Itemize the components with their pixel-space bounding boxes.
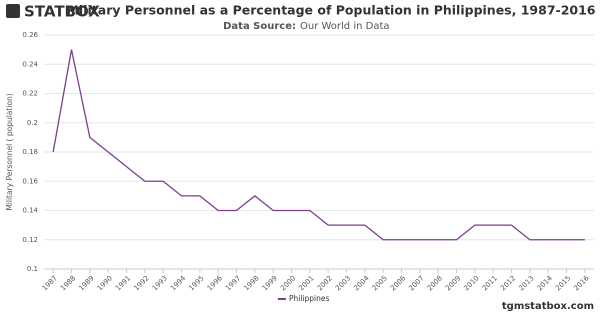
footer: tgmstatbox.com (502, 301, 594, 312)
x-tick-label: 2011 (481, 274, 499, 292)
x-tick-label: 2005 (371, 274, 389, 292)
x-tick-label: 1987 (41, 274, 59, 292)
y-tick-label: 0.1 (27, 265, 38, 273)
legend-label: Philippines (289, 294, 330, 303)
data-line (52, 49, 585, 241)
x-tick-label: 2008 (426, 274, 444, 292)
x-tick-label: 2003 (334, 274, 352, 292)
y-tick-label: 0.14 (22, 207, 38, 215)
x-tick-label: 2001 (297, 274, 315, 292)
x-tick-label: 2016 (572, 274, 591, 293)
y-tick-label: 0.26 (22, 31, 38, 39)
x-tick-label: 2014 (536, 274, 555, 293)
y-axis-label: Military Personnel ( population) (5, 93, 14, 210)
x-tick-label: 2012 (499, 274, 517, 292)
x-tick-label: 1993 (151, 274, 169, 292)
x-tick-label: 2006 (389, 274, 408, 293)
y-tick-label: 0.18 (22, 148, 38, 156)
y-tick-label: 0.12 (22, 236, 38, 244)
x-tick-label: 1999 (261, 274, 279, 292)
x-tick-label: 2015 (554, 274, 572, 292)
y-tick-label: 0.2 (27, 119, 38, 127)
logo-icon (6, 4, 20, 18)
x-tick-label: 1996 (206, 274, 225, 293)
source-label: Data Source: (223, 21, 296, 32)
y-tick-label: 0.24 (22, 60, 38, 68)
x-tick-label: 1992 (132, 274, 150, 292)
source: Our World in Data (300, 21, 390, 32)
x-tick-label: 1988 (59, 274, 77, 292)
x-tick-label: 1994 (169, 274, 188, 293)
x-tick-label: 2004 (352, 274, 371, 293)
x-tick-label: 1991 (114, 274, 132, 292)
x-tick-label: 2013 (517, 274, 535, 292)
y-tick-label: 0.16 (22, 177, 38, 185)
x-tick-label: 2002 (316, 274, 334, 292)
x-tick-label: 1997 (224, 274, 242, 292)
x-tick-label: 2000 (279, 274, 297, 292)
logo: STATBOX (24, 3, 100, 21)
x-tick-label: 1995 (187, 274, 205, 292)
x-tick-label: 2010 (462, 274, 480, 292)
x-tick-label: 2009 (444, 274, 462, 292)
x-tick-label: 1998 (242, 274, 260, 292)
x-tick-label: 2007 (407, 274, 425, 292)
x-tick-label: 1990 (96, 274, 114, 292)
chart-title: Military Personnel as a Percentage of Po… (66, 3, 595, 18)
x-tick-label: 1989 (77, 274, 95, 292)
y-tick-label: 0.22 (22, 90, 38, 98)
